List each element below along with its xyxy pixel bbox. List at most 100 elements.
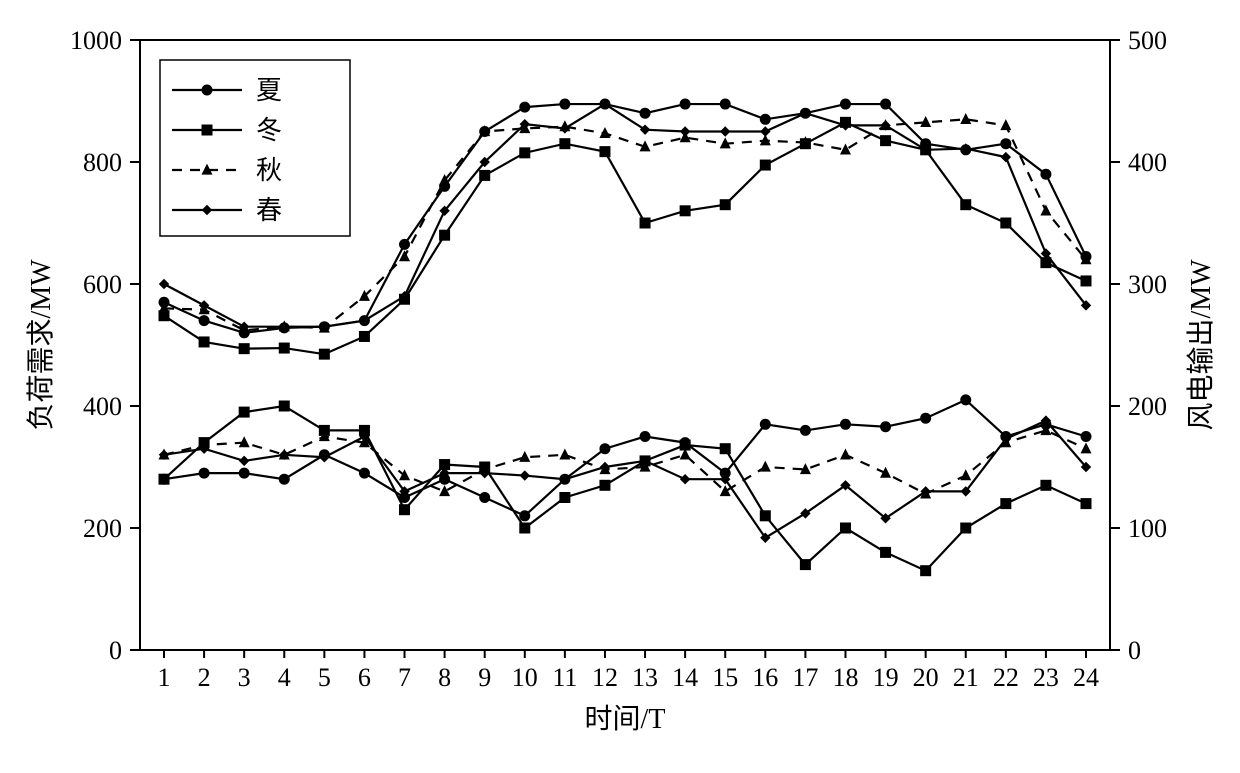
wind-spring-marker — [520, 470, 530, 480]
x-tick-label: 9 — [478, 663, 491, 692]
load-winter-marker — [640, 218, 651, 229]
x-tick-label: 20 — [913, 663, 939, 692]
wind-summer-marker — [279, 474, 290, 485]
x-tick-label: 5 — [318, 663, 331, 692]
wind-autumn-marker — [960, 469, 971, 480]
load-winter-marker — [1000, 218, 1011, 229]
wind-autumn-marker — [1081, 442, 1092, 453]
x-tick-label: 6 — [358, 663, 371, 692]
wind-autumn-marker — [840, 448, 851, 459]
wind-spring-marker — [239, 456, 249, 466]
wind-summer-marker — [199, 468, 210, 479]
wind-winter-marker — [159, 474, 170, 485]
x-tick-label: 10 — [512, 663, 538, 692]
load-spring-marker — [720, 126, 730, 136]
load-summer-marker — [640, 108, 651, 119]
yleft-tick-label: 600 — [83, 270, 122, 299]
wind-winter-marker — [800, 559, 811, 570]
load-winter-marker — [439, 230, 450, 241]
load-winter-marker — [559, 138, 570, 149]
yleft-tick-label: 1000 — [70, 26, 122, 55]
yleft-tick-label: 200 — [83, 514, 122, 543]
load-summer-marker — [399, 239, 410, 250]
wind-summer-marker — [960, 394, 971, 405]
wind-autumn-marker — [399, 469, 410, 480]
legend-label-spring: 春 — [256, 196, 282, 225]
wind-summer-marker — [519, 510, 530, 521]
load-summer-marker — [1000, 138, 1011, 149]
wind-summer-marker — [479, 492, 490, 503]
x-tick-label: 18 — [832, 663, 858, 692]
wind-winter-marker — [399, 504, 410, 515]
x-tick-label: 14 — [672, 663, 698, 692]
wind-winter-marker — [1081, 498, 1092, 509]
x-tick-label: 24 — [1073, 663, 1099, 692]
wind-spring-marker — [680, 474, 690, 484]
wind-summer-marker — [920, 413, 931, 424]
load-spring-marker — [159, 279, 169, 289]
wind-winter-marker — [840, 523, 851, 534]
wind-winter-marker — [920, 565, 931, 576]
load-winter-marker — [720, 199, 731, 210]
load-winter-marker — [359, 331, 370, 342]
load-winter-marker — [760, 160, 771, 171]
load-autumn-marker — [960, 113, 971, 124]
wind-winter-marker — [519, 523, 530, 534]
x-tick-label: 19 — [873, 663, 899, 692]
yleft-tick-label: 800 — [83, 148, 122, 177]
yright-tick-label: 300 — [1128, 270, 1167, 299]
load-winter-marker — [880, 135, 891, 146]
load-summer-marker — [880, 99, 891, 110]
load-summer-marker — [720, 99, 731, 110]
x-tick-label: 11 — [552, 663, 577, 692]
load-spring-marker — [640, 124, 650, 134]
wind-summer-marker — [800, 425, 811, 436]
load-autumn-marker — [1000, 119, 1011, 130]
wind-summer-marker — [640, 431, 651, 442]
wind-winter-marker — [760, 510, 771, 521]
wind-spring — [159, 415, 1091, 543]
load-winter-marker — [279, 343, 290, 354]
yright-tick-label: 100 — [1128, 514, 1167, 543]
wind-winter — [159, 401, 1092, 577]
load-autumn-marker — [599, 127, 610, 138]
x-tick-label: 4 — [278, 663, 291, 692]
yleft-tick-label: 0 — [109, 636, 122, 665]
wind-winter-marker — [239, 407, 250, 418]
wind-winter-marker — [1000, 498, 1011, 509]
x-tick-label: 16 — [752, 663, 778, 692]
load-winter-marker — [239, 343, 250, 354]
wind-summer-marker — [599, 443, 610, 454]
x-tick-label: 13 — [632, 663, 658, 692]
x-tick-label: 17 — [792, 663, 818, 692]
wind-summer-marker — [1081, 431, 1092, 442]
load-autumn-marker — [1040, 204, 1051, 215]
load-spring-marker — [680, 126, 690, 136]
wind-autumn-marker — [439, 485, 450, 496]
legend-marker-summer — [202, 85, 213, 96]
x-tick-label: 23 — [1033, 663, 1059, 692]
load-winter-marker — [680, 205, 691, 216]
wind-winter-line — [164, 406, 1086, 571]
chart-container: 0200400600800100001002003004005001234567… — [0, 0, 1240, 773]
load-winter-marker — [319, 349, 330, 360]
load-summer-marker — [559, 99, 570, 110]
wind-autumn — [159, 424, 1092, 498]
load-winter-marker — [1081, 275, 1092, 286]
wind-autumn-line — [164, 430, 1086, 493]
load-summer-marker — [519, 102, 530, 113]
x-tick-label: 8 — [438, 663, 451, 692]
legend-marker-winter — [202, 125, 213, 136]
yright-tick-label: 0 — [1128, 636, 1141, 665]
wind-winter-marker — [279, 401, 290, 412]
load-winter-marker — [599, 146, 610, 157]
wind-autumn-marker — [760, 461, 771, 472]
wind-winter-marker — [880, 547, 891, 558]
wind-winter-marker — [720, 443, 731, 454]
x-tick-label: 22 — [993, 663, 1019, 692]
load-summer-marker — [199, 315, 210, 326]
load-winter-marker — [479, 170, 490, 181]
load-summer-marker — [840, 99, 851, 110]
load-spring-marker — [760, 126, 770, 136]
wind-spring-line — [164, 421, 1086, 538]
